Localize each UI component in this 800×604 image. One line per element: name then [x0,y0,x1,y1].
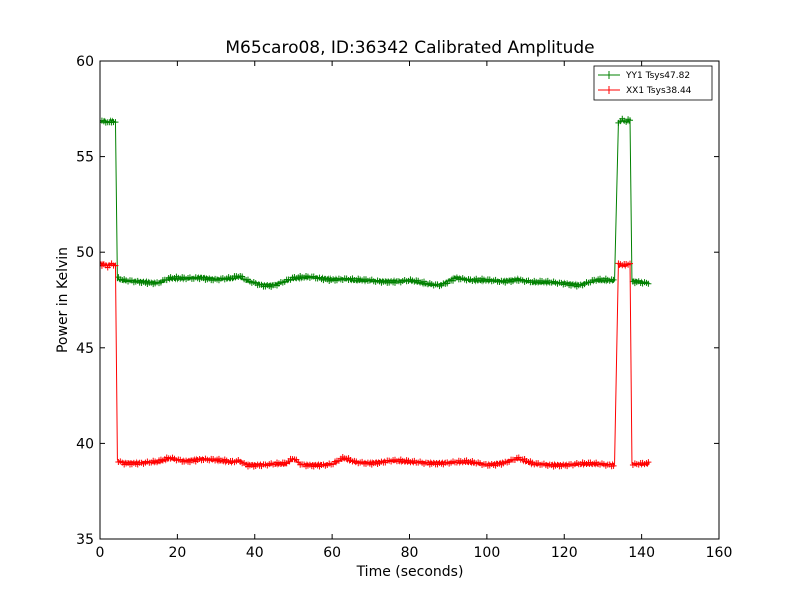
x-tick-label: 60 [323,545,341,561]
series-group [100,115,652,470]
y-tick-label: 45 [76,341,94,357]
y-axis-title: Power in Kelvin [55,247,71,353]
y-tick-label: 40 [76,436,94,452]
series-markers-yy1 [100,115,652,290]
y-tick-label: 35 [76,532,94,548]
legend-entry: YY1 Tsys47.82 [598,71,690,81]
x-tick-label: 160 [706,545,733,561]
x-tick-label: 140 [628,545,655,561]
legend-label: YY1 Tsys47.82 [625,71,690,81]
data-point-marker [610,276,617,283]
data-point-marker [112,119,119,126]
x-tick-label: 100 [474,545,501,561]
axes: 0 20 40 60 80 100 120 140 160 35 40 45 50 55 60 [76,54,732,561]
x-tick-label: 120 [551,545,578,561]
legend-entry: XX1 Tsys38.44 [598,86,692,96]
legend-swatch-marker [605,86,613,94]
y-tick-label: 60 [76,54,94,70]
x-tick-label: 80 [401,545,419,561]
x-tick-label: 20 [168,545,186,561]
legend-swatch-marker [605,71,613,79]
legend: YY1 Tsys47.82 XX1 Tsys38.44 [593,65,713,101]
data-point-marker [610,462,617,469]
series-markers-xx1 [100,260,652,470]
y-tick-label: 55 [76,150,94,166]
x-axis-title: Time (seconds) [356,564,464,580]
data-point-marker [627,260,634,267]
x-tick-label: 40 [246,545,264,561]
y-tick-label: 50 [76,245,94,261]
x-tick-label: 0 [96,545,105,561]
legend-label: XX1 Tsys38.44 [626,86,692,96]
plot-area [100,115,652,470]
data-point-marker [112,262,119,269]
legend-box [593,65,713,101]
data-point-marker [627,117,634,124]
chart-title: M65caro08, ID:36342 Calibrated Amplitude [225,38,594,58]
data-point-marker [645,459,652,466]
data-point-marker [645,280,652,287]
